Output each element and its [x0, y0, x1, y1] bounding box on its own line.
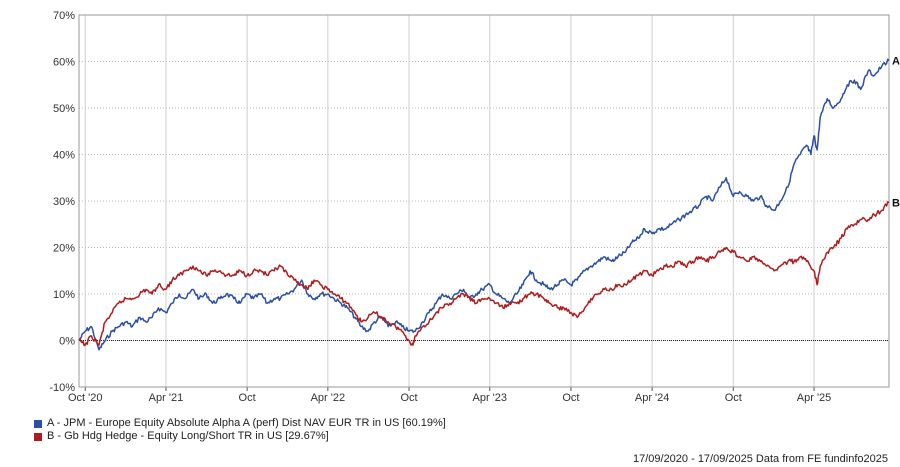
y-tick-label: 0% [59, 336, 75, 348]
line-chart: -10% 0% 10% 20% 30% 40% 50% 60% 70% Oct '20 Apr '2… [49, 10, 900, 404]
x-tick-label: Apr '24 [635, 392, 670, 404]
series-end-label-b: B [892, 198, 900, 210]
x-tick-label: Apr '21 [149, 392, 184, 404]
y-tick-label: 50% [53, 103, 75, 115]
series-line-a [78, 58, 890, 351]
plot-frame [78, 14, 890, 388]
y-tick-label: 10% [53, 289, 75, 301]
y-tick-label: 60% [53, 57, 75, 69]
y-tick-label: 70% [53, 10, 75, 22]
series-end-label-a: A [892, 56, 900, 68]
legend: A - JPM - Europe Equity Absolute Alpha A… [34, 417, 446, 443]
x-tick-label: Oct [562, 392, 579, 404]
series-line-b [78, 201, 890, 347]
x-tick-label: Oct [400, 392, 417, 404]
date-range-footer: 17/09/2020 - 17/09/2025 Data from FE fun… [632, 453, 888, 465]
legend-item-b: B - Gb Hdg Hedge - Equity Long/Short TR … [34, 430, 446, 443]
x-tick-label: Apr '22 [311, 392, 346, 404]
x-tick-label: Oct '20 [68, 392, 103, 404]
x-tick-label: Apr '25 [797, 392, 832, 404]
x-tick-label: Oct [725, 392, 742, 404]
x-tick-label: Apr '23 [473, 392, 508, 404]
y-tick-label: -10% [49, 382, 75, 394]
legend-label-a: A - JPM - Europe Equity Absolute Alpha A… [47, 417, 446, 429]
legend-label-b: B - Gb Hdg Hedge - Equity Long/Short TR … [47, 430, 329, 442]
legend-item-a: A - JPM - Europe Equity Absolute Alpha A… [34, 417, 446, 430]
legend-swatch-a [34, 419, 42, 428]
y-tick-label: 20% [53, 243, 75, 255]
y-tick-label: 40% [53, 150, 75, 162]
y-tick-label: 30% [53, 196, 75, 208]
x-tick-label: Oct [239, 392, 256, 404]
legend-swatch-b [34, 432, 42, 441]
